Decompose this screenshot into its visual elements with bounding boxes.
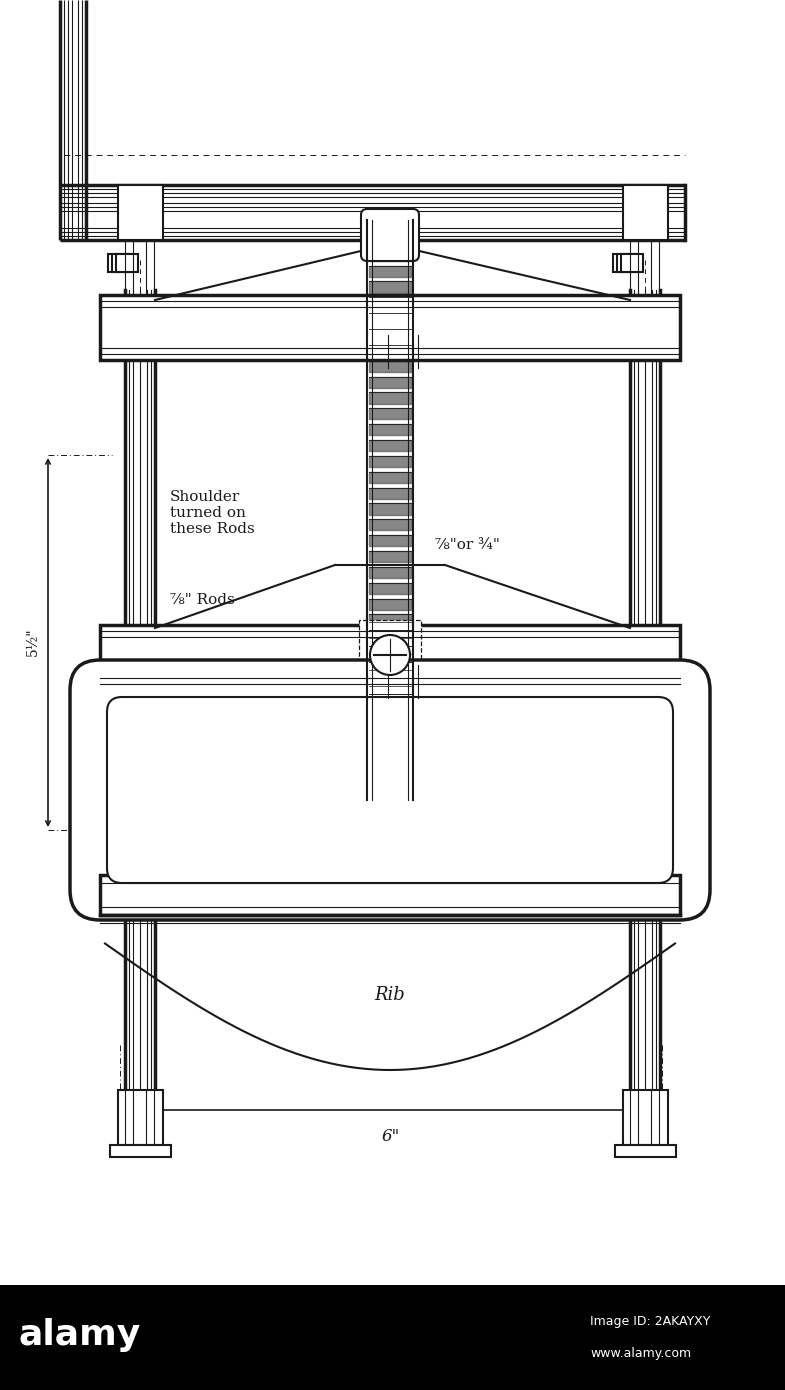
Text: Cast: Cast bbox=[410, 343, 445, 357]
Text: 6": 6" bbox=[382, 1129, 400, 1145]
Bar bbox=[118, 1090, 163, 1145]
Text: Hose: Hose bbox=[365, 781, 415, 799]
Text: Rib: Rib bbox=[241, 666, 269, 684]
Bar bbox=[359, 620, 421, 682]
Text: 5½": 5½" bbox=[26, 628, 40, 656]
Bar bbox=[108, 254, 130, 272]
FancyBboxPatch shape bbox=[107, 696, 673, 883]
Bar bbox=[112, 254, 134, 272]
Bar bbox=[100, 295, 680, 360]
Text: Rib: Rib bbox=[374, 986, 405, 1004]
FancyBboxPatch shape bbox=[70, 660, 710, 920]
Text: alamy: alamy bbox=[19, 1318, 141, 1352]
Bar bbox=[110, 1145, 171, 1156]
Circle shape bbox=[370, 635, 410, 676]
Bar bbox=[100, 874, 680, 915]
Text: Cast-1⅞" wide: Cast-1⅞" wide bbox=[334, 888, 447, 902]
Bar bbox=[621, 254, 643, 272]
Text: ⅞"or ¾": ⅞"or ¾" bbox=[435, 538, 500, 552]
Bar bbox=[0, 1284, 785, 1390]
Bar bbox=[118, 185, 163, 240]
Bar bbox=[615, 1145, 676, 1156]
Bar bbox=[623, 1090, 668, 1145]
Bar bbox=[100, 626, 680, 689]
FancyBboxPatch shape bbox=[70, 660, 710, 920]
Bar bbox=[623, 185, 668, 240]
Bar bbox=[617, 254, 639, 272]
FancyBboxPatch shape bbox=[361, 208, 419, 261]
Bar bbox=[613, 254, 635, 272]
Bar bbox=[116, 254, 138, 272]
Text: www.alamy.com: www.alamy.com bbox=[590, 1347, 691, 1359]
Text: Rib: Rib bbox=[516, 666, 544, 684]
Text: Shoulder
turned on
these Rods: Shoulder turned on these Rods bbox=[170, 491, 255, 537]
Text: Image ID: 2AKAYXY: Image ID: 2AKAYXY bbox=[590, 1315, 710, 1329]
Text: Cast: Cast bbox=[410, 673, 445, 687]
Text: ⅞" Rods: ⅞" Rods bbox=[170, 594, 235, 607]
